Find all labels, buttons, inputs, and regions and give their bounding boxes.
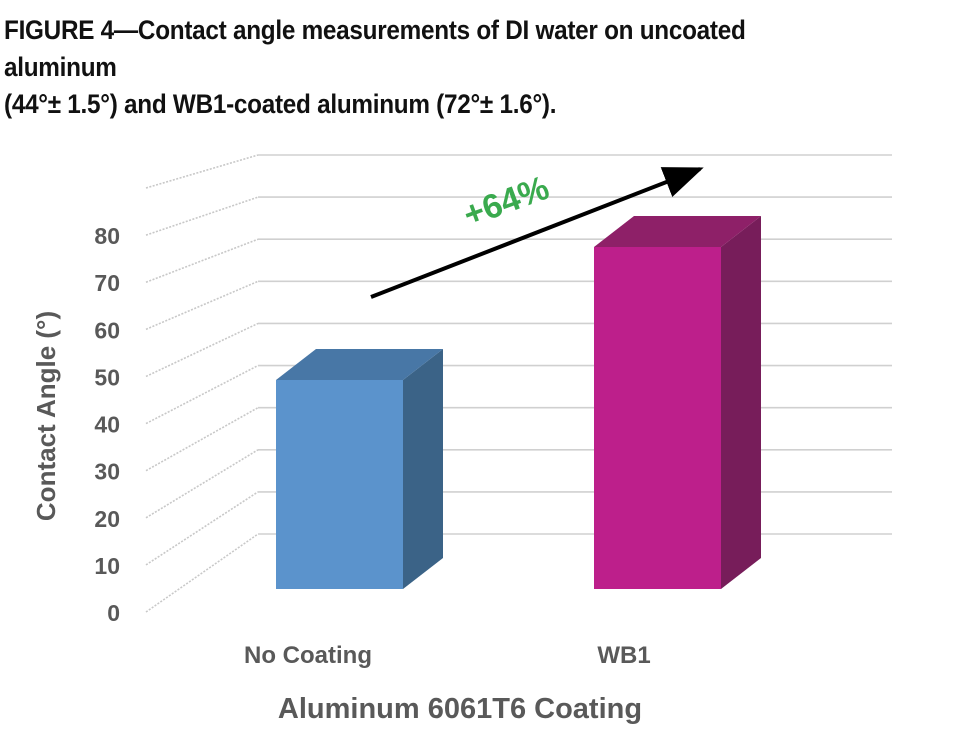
gridline-side: [145, 238, 259, 283]
gridline-side: [145, 491, 259, 566]
y-tick-label: 0: [107, 600, 120, 626]
gridline-side: [145, 322, 259, 378]
trend-arrow: [370, 167, 704, 299]
bar-top: [594, 216, 761, 247]
gridline-side: [145, 154, 259, 189]
gridline-side: [145, 196, 259, 236]
gridline-side: [145, 449, 259, 519]
y-tick-label: 30: [94, 459, 120, 485]
y-tick-label: 60: [94, 317, 120, 343]
y-tick-label: 80: [94, 223, 120, 249]
y-tick-label: 20: [94, 506, 120, 532]
bar-side: [403, 349, 443, 589]
bar-top: [276, 349, 443, 380]
bars: [276, 216, 761, 589]
y-tick-label: 40: [94, 412, 120, 438]
gridline-side: [145, 280, 259, 331]
x-category-label: WB1: [597, 642, 650, 669]
bar-front: [594, 247, 721, 589]
bar-side: [721, 216, 761, 589]
figure-caption-line-1: FIGURE 4—Contact angle measurements of D…: [4, 15, 746, 82]
grid-lines: [145, 154, 892, 613]
percent-increase-label: +64%: [458, 169, 554, 235]
gridline-side: [145, 406, 259, 472]
y-tick-label: 70: [94, 270, 120, 296]
y-tick-labels: 0 10 20 30 40 50 60 70 80: [94, 223, 120, 626]
bar-front: [276, 380, 403, 589]
y-tick-label: 10: [94, 553, 120, 579]
y-tick-label: 50: [94, 364, 120, 390]
gridline-side: [145, 364, 259, 425]
x-category-label: No Coating: [244, 642, 372, 669]
bar-no-coating: [276, 349, 443, 589]
figure-caption-line-2: (44°± 1.5°) and WB1-coated aluminum (72°…: [4, 89, 557, 119]
figure-caption: FIGURE 4—Contact angle measurements of D…: [4, 12, 850, 123]
bar-wb1: [594, 216, 761, 589]
x-axis-label: Aluminum 6061T6 Coating: [278, 693, 642, 725]
y-axis-label: Contact Angle (°): [31, 311, 61, 521]
gridline-side: [145, 533, 259, 613]
x-category-labels: No Coating WB1: [244, 642, 651, 669]
